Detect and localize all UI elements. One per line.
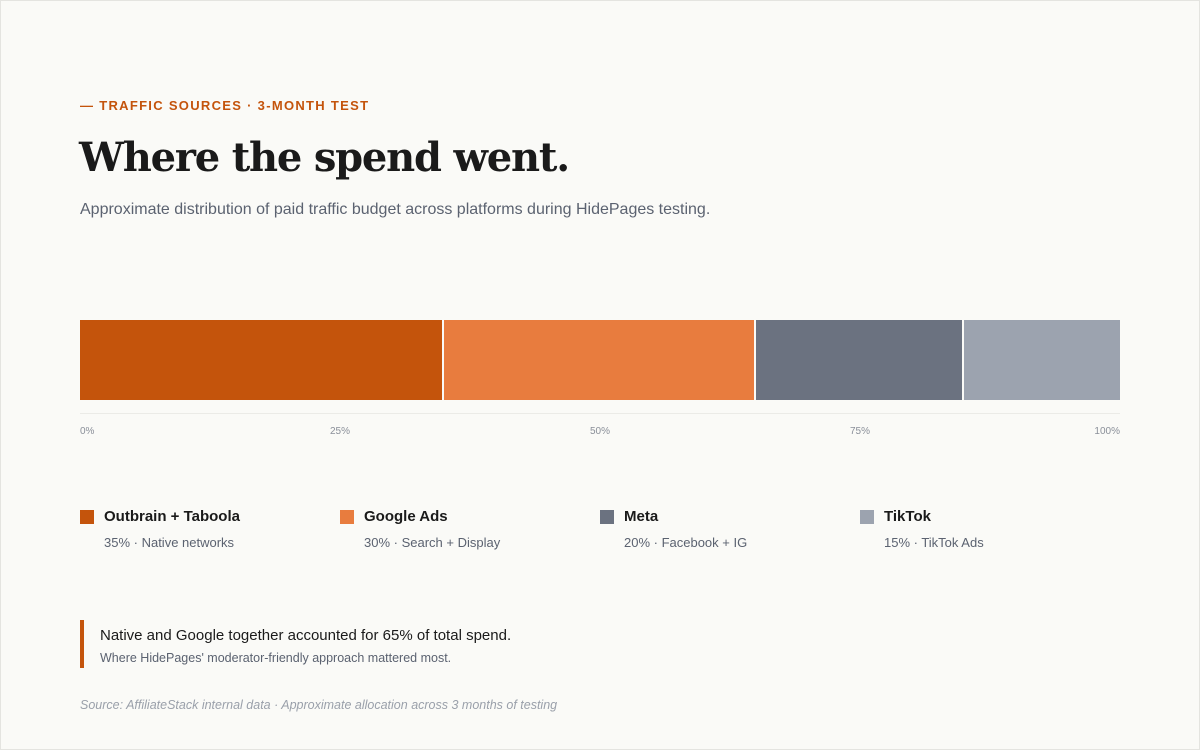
legend-detail: 35% · Native networks [104,535,235,550]
x-tick-label: 0% [80,426,95,437]
stacked-bar-chart: 0% 25% 50% 75% 100% [80,320,1120,440]
source-note: Source: AffiliateStack internal data · A… [80,698,558,712]
legend-name: Outbrain + Taboola [104,508,240,525]
axis-baseline [80,413,1120,414]
callout-subtext: Where HidePages' moderator-friendly appr… [100,651,452,665]
x-tick-label: 50% [589,426,610,437]
bar-track [80,320,1120,400]
eyebrow-label: — TRAFFIC SOURCES · 3-MONTH TEST [80,98,370,113]
x-tick-label: 100% [1094,426,1120,437]
insight-callout: Native and Google together accounted for… [80,620,780,668]
bar-segment-tiktok [964,320,1120,400]
callout-headline: Native and Google together accounted for… [100,627,512,644]
bar-segment-outbrain-taboola [80,320,442,400]
legend-name: TikTok [884,508,931,525]
page-title: Where the spend went. [79,134,570,181]
legend-swatch [80,510,94,524]
legend: Outbrain + Taboola 35% · Native networks… [80,508,1120,558]
legend-swatch [860,510,874,524]
legend-name: Meta [624,508,659,525]
legend-detail: 20% · Facebook + IG [624,535,748,550]
page-subtitle: Approximate distribution of paid traffic… [80,201,711,218]
legend-swatch [340,510,354,524]
x-tick-label: 25% [329,426,350,437]
x-tick-label: 75% [849,426,870,437]
legend-detail: 15% · TikTok Ads [884,535,984,550]
legend-swatch [600,510,614,524]
bar-segment-meta [756,320,962,400]
legend-detail: 30% · Search + Display [364,535,501,550]
bar-segment-google-ads [444,320,754,400]
legend-name: Google Ads [364,508,448,525]
